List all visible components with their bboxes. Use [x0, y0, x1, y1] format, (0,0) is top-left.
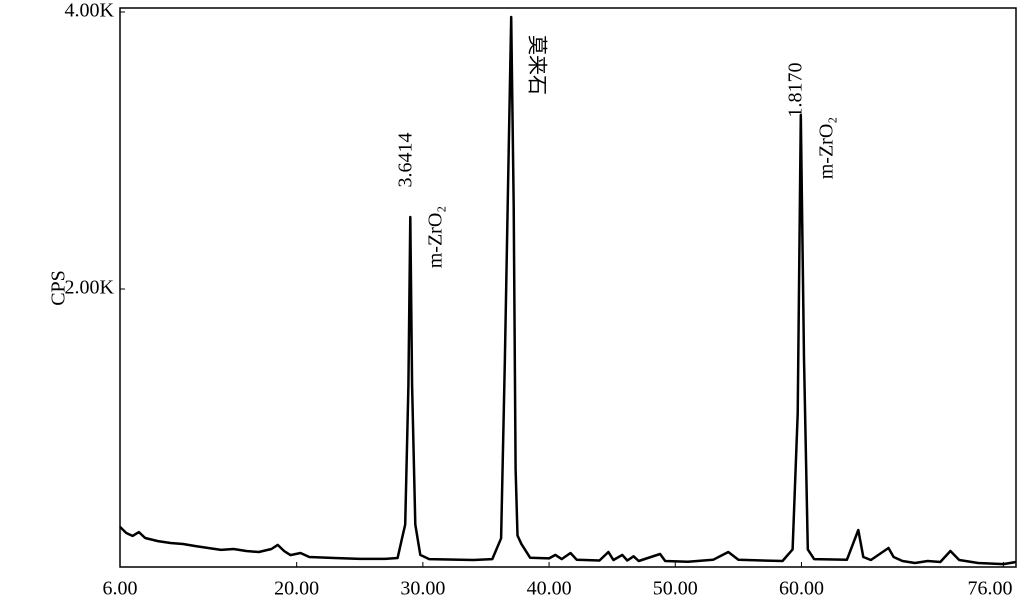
- x-tick-label: 76.00: [968, 578, 1013, 600]
- x-tick-label: 60.00: [779, 578, 824, 600]
- x-tick-label: 50.00: [653, 578, 698, 600]
- x-tick-label: 6.00: [103, 578, 138, 600]
- annotation: 1.8170: [785, 63, 807, 118]
- annotation: 莫来石: [525, 35, 548, 95]
- annotation: m-ZrO₂: [816, 117, 838, 180]
- y-tick-label: 4.00K: [65, 0, 115, 22]
- y-axis-label: CPS: [48, 270, 70, 306]
- y-tick-label: 2.00K: [65, 277, 115, 299]
- x-tick-label: 40.00: [527, 578, 572, 600]
- xrd-pattern: [119, 15, 1017, 566]
- annotation: m-ZrO₂: [425, 206, 447, 269]
- x-tick-label: 30.00: [400, 578, 445, 600]
- plot-frame: [119, 7, 1017, 568]
- x-tick-label: 20.00: [274, 578, 319, 600]
- annotation: 3.6414: [395, 133, 417, 188]
